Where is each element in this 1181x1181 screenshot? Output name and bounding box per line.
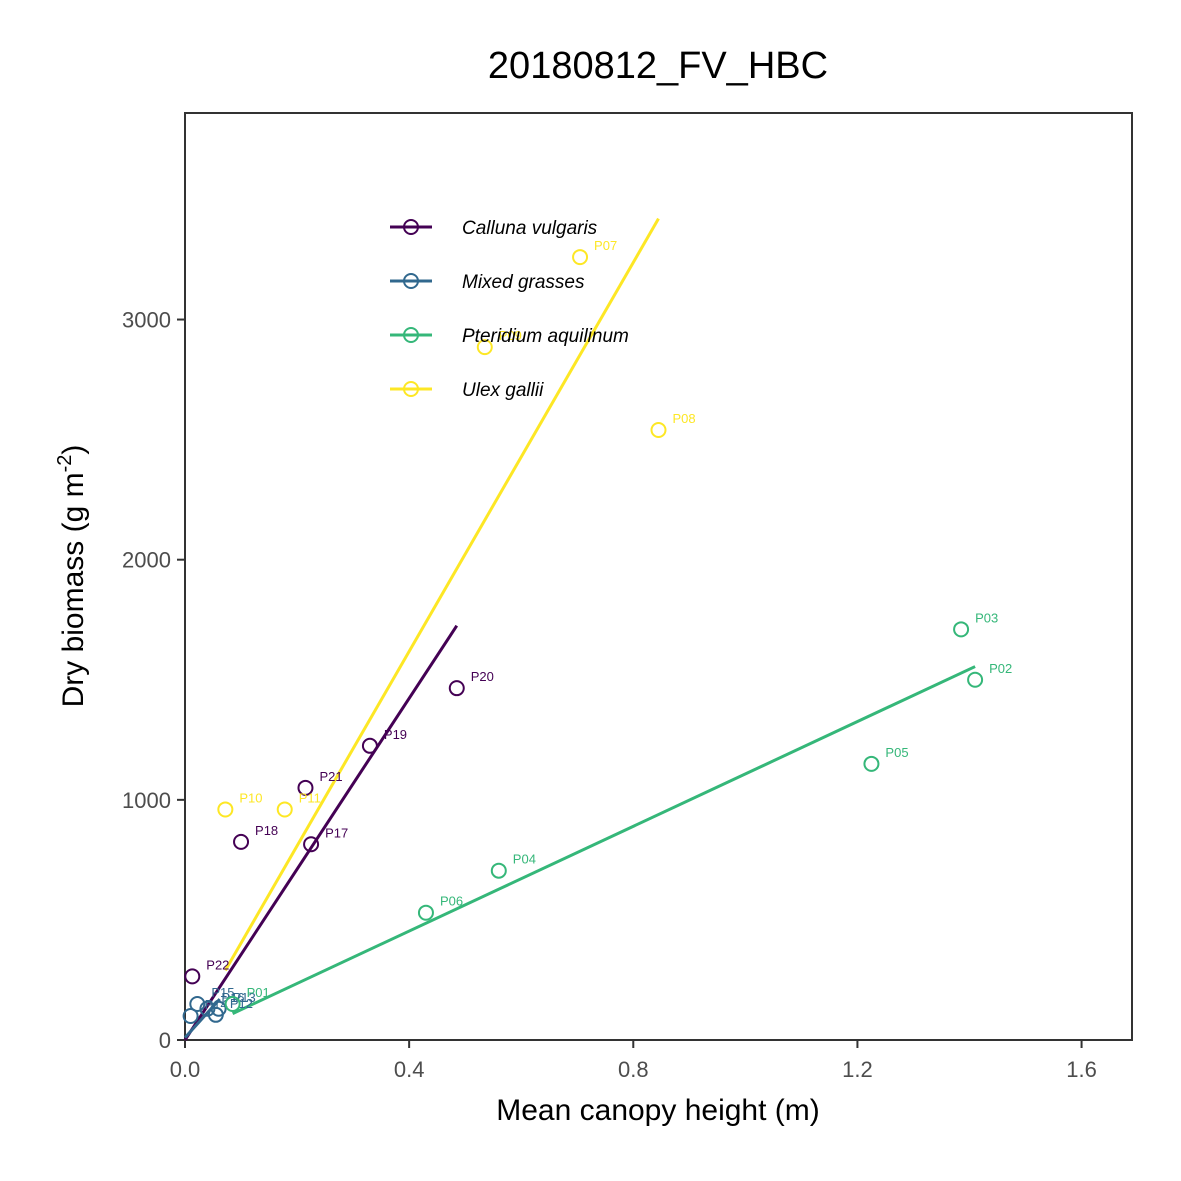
x-tick-label: 1.2 [842, 1057, 873, 1082]
data-point [650, 422, 667, 439]
point-label: P09 [499, 328, 522, 343]
point-label: P17 [325, 825, 348, 840]
data-point [184, 968, 201, 985]
point-label: P10 [239, 790, 262, 805]
point-label: P20 [471, 669, 494, 684]
legend-key-point [403, 273, 419, 289]
point-label: P12 [230, 996, 253, 1011]
x-axis-title: Mean canopy height (m) [496, 1094, 820, 1127]
data-point [217, 801, 234, 818]
legend-label: Ulex gallii [462, 380, 544, 401]
data-point [297, 779, 314, 796]
fit-lines [183, 217, 976, 1041]
data-point [224, 995, 241, 1012]
x-tick-label: 0.4 [394, 1057, 425, 1082]
point-label: P06 [440, 894, 463, 909]
data-point [210, 1000, 227, 1017]
x-tick-label: 0.8 [618, 1057, 649, 1082]
data-point [199, 1000, 216, 1017]
y-axis-title: Dry biomass (g m-2) [54, 445, 90, 708]
data-point [967, 671, 984, 688]
legend-label: Calluna vulgaris [462, 218, 598, 239]
legend-label: Mixed grasses [462, 272, 585, 293]
y-tick-label: 2000 [122, 548, 171, 573]
fit-line-calluna-vulgaris [183, 624, 459, 1041]
point-label: P19 [384, 727, 407, 742]
data-point [863, 755, 880, 772]
point-label: P08 [673, 411, 696, 426]
point-label: P07 [594, 238, 617, 253]
point-label: P18 [255, 823, 278, 838]
data-point [303, 836, 320, 853]
point-label: P21 [319, 769, 342, 784]
x-axis: 0.0 0.4 0.8 1.2 1.6 [170, 1040, 1097, 1082]
point-label: P04 [513, 852, 536, 867]
data-point [448, 680, 465, 697]
point-label: P05 [885, 745, 908, 760]
x-tick-label: 1.6 [1066, 1057, 1097, 1082]
x-tick-label: 0.0 [170, 1057, 201, 1082]
legend: Calluna vulgaris Mixed grasses Pteridium a… [390, 218, 629, 401]
data-point [189, 995, 206, 1012]
legend-key-point [403, 219, 419, 235]
data-point [361, 737, 378, 754]
point-label: P22 [206, 957, 229, 972]
point-label: P01 [247, 985, 270, 1000]
y-axis-title-close: ) [57, 445, 90, 455]
data-point [276, 801, 293, 818]
y-axis-title-main: Dry biomass (g m [57, 472, 90, 707]
data-point [233, 833, 250, 850]
y-axis-title-superscript: -2 [54, 455, 76, 473]
y-axis: 0 1000 2000 3000 [122, 308, 185, 1053]
plot-panel-border [184, 112, 1133, 1041]
data-point [953, 621, 970, 638]
point-label: P03 [975, 610, 998, 625]
point-label: P15 [211, 985, 234, 1000]
data-point [182, 1007, 199, 1024]
data-point [476, 339, 493, 356]
legend-key-point [403, 327, 419, 343]
y-tick-label: 0 [159, 1028, 171, 1053]
point-label: P02 [989, 661, 1012, 676]
point-label: P11 [299, 790, 321, 805]
legend-label: Pteridium aquilinum [462, 326, 629, 347]
fit-line-pteridium-aquilinum [231, 665, 976, 1015]
data-point [417, 904, 434, 921]
data-point [572, 249, 589, 266]
y-tick-label: 3000 [122, 308, 171, 333]
legend-key-point [403, 381, 419, 397]
y-tick-label: 1000 [122, 788, 171, 813]
data-point [490, 862, 507, 879]
point-label: P14 [205, 997, 228, 1012]
fit-line-ulex-gallii [224, 217, 660, 972]
chart-title: 20180812_FV_HBC [488, 45, 828, 87]
